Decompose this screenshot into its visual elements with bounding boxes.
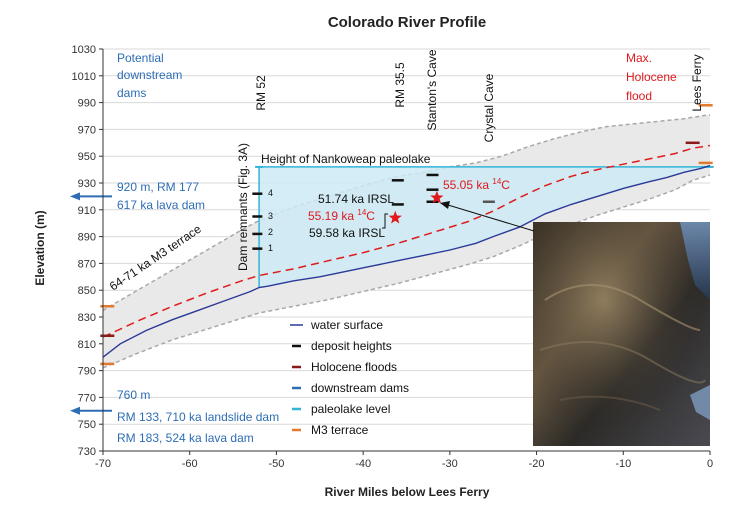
y-axis-label: Elevation (m) [33, 210, 47, 285]
y-tick-label: 910 [78, 205, 96, 217]
max-holocene-flood-label-1: Max. [626, 51, 652, 65]
y-tick-label: 950 [78, 151, 96, 163]
x-tick-label: -60 [182, 458, 198, 470]
chart-title: Colorado River Profile [328, 14, 486, 31]
y-tick-label: 990 [78, 98, 96, 110]
y-tick-label: 850 [78, 285, 96, 297]
c14-5519-label: 55.19 ka 14C [308, 208, 375, 223]
y-tick-label: 790 [78, 366, 96, 378]
legend-label: Holocene floods [311, 360, 397, 374]
y-tick-label: 770 [78, 392, 96, 404]
legend-label: water surface [310, 318, 383, 332]
photo-ridge-3 [559, 395, 661, 411]
site-label-rm355: RM 35.5 [393, 62, 407, 108]
y-tick-label: 810 [78, 339, 96, 351]
sample-star-1 [430, 190, 444, 204]
x-tick-label: -20 [529, 458, 545, 470]
axes: -70 -60 -50 -40 -30 -20 -10 0 730 750 770 790 810 830… [72, 44, 714, 470]
y-tick-label: 870 [78, 258, 96, 270]
max-holocene-flood-line [102, 144, 711, 338]
photo-ridge-1 [544, 284, 701, 331]
photo-ridge-2 [539, 341, 706, 384]
dam-remnant-number-1: 1 [268, 243, 273, 253]
legend-label: paleolake level [311, 402, 390, 416]
legend-label: deposit heights [311, 339, 392, 353]
x-tick-label: 0 [707, 458, 713, 470]
potential-dams-label-1: Potential [117, 51, 164, 65]
site-label-lees-ferry: Lees Ferry [690, 54, 704, 111]
lower-envelope-line [102, 174, 711, 369]
y-tick-label: 930 [78, 178, 96, 190]
x-tick-label: -30 [442, 458, 458, 470]
irsl-5958-label: 59.58 ka IRSL [309, 226, 385, 240]
photo-pointer-arrowhead [440, 201, 450, 209]
max-holocene-flood-label-2: Holocene [626, 70, 677, 84]
dam-920-label-2: 617 ka lava dam [117, 198, 205, 212]
legend-label: downstream dams [311, 381, 409, 395]
y-tick-label: 1010 [72, 71, 96, 83]
dam-760-label-3: RM 183, 524 ka lava dam [117, 431, 254, 445]
y-tick-label: 970 [78, 124, 96, 136]
x-tick-label: -10 [615, 458, 631, 470]
sample-star-2 [388, 210, 402, 224]
dam-remnant-number-3: 3 [268, 211, 273, 221]
deposit-marks [70, 104, 713, 415]
site-label-crystal-cave: Crystal Cave [482, 73, 496, 142]
x-tick-label: -70 [95, 458, 111, 470]
c14-5505-label: 55.05 ka 14C [443, 177, 510, 192]
y-tick-label: 730 [78, 446, 96, 458]
dam-920-label-1: 920 m, RM 177 [117, 180, 199, 194]
site-label-rm52: RM 52 [254, 75, 268, 111]
dam-remnant-number-2: 2 [268, 227, 273, 237]
photo-blue-wall [680, 222, 710, 300]
downstream-dam-arrowhead-1 [70, 192, 80, 201]
dam-remnants-label: Dam remnants (Fig. 3A) [236, 143, 250, 271]
x-tick-label: -40 [355, 458, 371, 470]
series-lines [102, 144, 711, 358]
potential-dams-label-2: downstream [117, 68, 182, 82]
photo-highlight [533, 222, 710, 446]
site-label-stantons-cave: Stanton's Cave [425, 49, 439, 130]
potential-dams-label-3: dams [117, 86, 146, 100]
x-tick-label: -50 [268, 458, 284, 470]
y-tick-label: 1030 [72, 44, 96, 56]
water-surface-line [102, 164, 711, 358]
y-tick-label: 750 [78, 419, 96, 431]
max-holocene-flood-label-3: flood [626, 89, 652, 103]
irsl-bracket [382, 213, 388, 229]
dam-760-label-2: RM 133, 710 ka landslide dam [117, 410, 279, 424]
legend-label: M3 terrace [311, 423, 369, 437]
dam-remnant-number-4: 4 [268, 188, 273, 198]
photo-pointer-line [447, 204, 535, 232]
downstream-dam-arrowhead-2 [70, 406, 80, 415]
x-axis-label: River Miles below Lees Ferry [325, 485, 490, 499]
photo-blue-patch [690, 385, 710, 420]
y-tick-label: 890 [78, 232, 96, 244]
irsl-5174-label: 51.74 ka IRSL [318, 192, 394, 206]
y-tick-label: 830 [78, 312, 96, 324]
dam-760-label-1: 760 m [117, 388, 150, 402]
chart-legend: water surface deposit heights Holocene flo… [290, 318, 409, 437]
paleolake-label: Height of Nankoweap paleolake [261, 152, 431, 166]
cave-photo-inset [533, 222, 710, 446]
